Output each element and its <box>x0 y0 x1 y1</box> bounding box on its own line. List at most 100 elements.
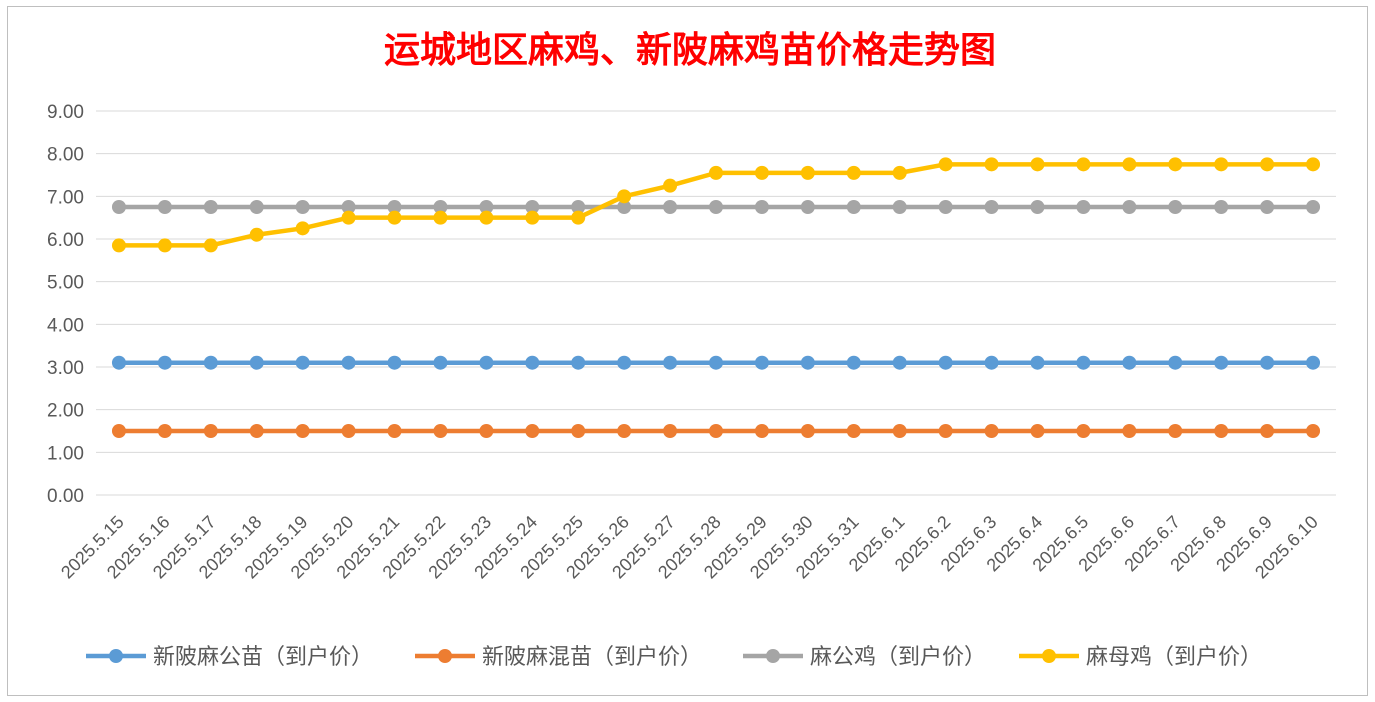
data-point <box>1168 424 1183 438</box>
data-point <box>709 200 723 214</box>
data-point <box>1076 157 1091 172</box>
y-tick-label: 7.00 <box>47 187 84 208</box>
data-point <box>571 200 586 214</box>
data-point <box>525 210 540 225</box>
data-point <box>111 355 126 370</box>
data-point <box>1030 200 1045 214</box>
data-point <box>1306 157 1321 172</box>
data-point <box>754 165 769 180</box>
legend-marker <box>438 649 452 663</box>
data-point <box>892 200 907 214</box>
y-tick-label: 6.00 <box>47 230 84 251</box>
data-point <box>800 355 815 370</box>
data-point <box>525 424 540 438</box>
data-point <box>938 200 953 214</box>
series-group <box>111 157 1321 438</box>
data-point <box>1122 200 1137 214</box>
data-point <box>938 157 953 172</box>
x-axis-ticks: 2025.5.152025.5.162025.5.172025.5.182025… <box>57 512 1322 583</box>
y-tick-label: 4.00 <box>47 315 84 336</box>
data-point <box>249 424 264 438</box>
y-tick-label: 8.00 <box>47 145 84 166</box>
y-tick-label: 3.00 <box>47 358 84 379</box>
data-point <box>846 200 861 214</box>
legend: 新陂麻公苗（到户价） 新陂麻混苗（到户价） 麻公鸡（到户价） 麻母鸡（到户价） <box>86 645 1262 670</box>
data-point <box>249 200 264 214</box>
data-point <box>800 165 815 180</box>
data-point <box>295 221 310 236</box>
data-point <box>203 424 218 438</box>
data-point <box>846 355 861 370</box>
data-point <box>571 210 586 225</box>
data-point <box>479 355 494 370</box>
data-point <box>846 165 861 180</box>
data-point <box>525 200 540 214</box>
data-point <box>617 355 632 370</box>
data-point <box>433 355 448 370</box>
data-point <box>1306 355 1321 370</box>
data-point <box>938 355 953 370</box>
data-point <box>1260 355 1275 370</box>
data-point <box>663 178 678 193</box>
data-point <box>617 424 632 438</box>
data-point <box>1168 200 1183 214</box>
data-point <box>1214 424 1229 438</box>
chart-frame: 运城地区麻鸡、新陂麻鸡苗价格走势图 0.00 1.00 2.00 3.00 4.00 5.… <box>7 6 1368 696</box>
legend-marker <box>1042 649 1056 663</box>
data-point <box>846 424 861 438</box>
data-point <box>341 355 356 370</box>
data-point <box>111 238 126 253</box>
series-2 <box>111 424 1321 438</box>
data-point <box>663 355 678 370</box>
data-point <box>617 189 632 204</box>
data-point <box>754 200 769 214</box>
data-point <box>387 355 402 370</box>
data-point <box>203 238 218 253</box>
data-point <box>1076 424 1091 438</box>
data-point <box>249 227 264 242</box>
data-point <box>111 200 126 214</box>
data-point <box>984 157 999 172</box>
data-point <box>1122 424 1137 438</box>
data-point <box>571 424 586 438</box>
data-point <box>571 355 586 370</box>
legend-item: 新陂麻公苗（到户价） <box>86 645 373 670</box>
data-point <box>203 200 218 214</box>
data-point <box>617 200 632 214</box>
legend-item: 麻母鸡（到户价） <box>1019 645 1262 670</box>
data-point <box>1214 157 1229 172</box>
data-point <box>663 424 678 438</box>
y-tick-label: 5.00 <box>47 273 84 294</box>
data-point <box>1030 424 1045 438</box>
y-tick-label: 0.00 <box>47 486 84 507</box>
data-point <box>1306 424 1321 438</box>
data-point <box>1076 200 1091 214</box>
data-point <box>754 424 769 438</box>
legend-label: 新陂麻混苗（到户价） <box>482 645 702 670</box>
data-point <box>157 355 172 370</box>
y-tick-label: 1.00 <box>47 443 84 464</box>
data-point <box>433 200 448 214</box>
data-point <box>709 424 723 438</box>
data-point <box>1122 157 1137 172</box>
data-point <box>1076 355 1091 370</box>
data-point <box>1214 355 1229 370</box>
data-point <box>387 424 402 438</box>
data-point <box>1260 424 1275 438</box>
data-point <box>1260 157 1275 172</box>
data-point <box>295 200 310 214</box>
data-point <box>892 355 907 370</box>
line-chart: 运城地区麻鸡、新陂麻鸡苗价格走势图 0.00 1.00 2.00 3.00 4.00 5.… <box>47 29 1336 670</box>
legend-label: 麻公鸡（到户价） <box>810 645 986 670</box>
legend-label: 新陂麻公苗（到户价） <box>153 645 373 670</box>
data-point <box>709 165 723 180</box>
data-point <box>295 424 310 438</box>
data-point <box>341 200 356 214</box>
data-point <box>892 165 907 180</box>
data-point <box>1214 200 1229 214</box>
legend-label: 麻母鸡（到户价） <box>1086 645 1262 670</box>
y-tick-label: 9.00 <box>47 102 84 123</box>
data-point <box>433 210 448 225</box>
data-point <box>157 238 172 253</box>
data-point <box>1168 157 1183 172</box>
